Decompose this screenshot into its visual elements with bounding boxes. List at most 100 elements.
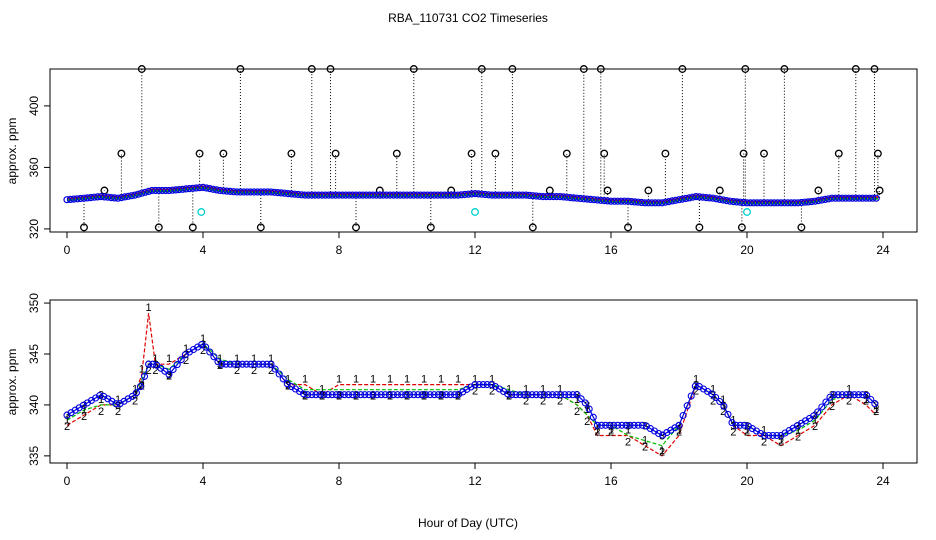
bottom-y-axis-label: approx. ppm — [5, 349, 19, 416]
series-2-marker: 2 — [829, 401, 835, 413]
x-axis-label: Hour of Day (UTC) — [418, 516, 518, 530]
top-plot-frame — [49, 68, 918, 233]
series-3-point — [222, 360, 230, 368]
series-3-point — [300, 390, 308, 398]
series-3-point — [301, 191, 309, 199]
series-3-point — [617, 197, 625, 205]
series-3-point — [750, 199, 758, 207]
series-3-point — [834, 391, 842, 399]
series-3-point — [294, 190, 302, 199]
cyan-point — [197, 208, 206, 216]
series-3-point — [426, 391, 434, 399]
series-1-marker: 1 — [234, 353, 240, 365]
series-3-point — [63, 196, 71, 204]
series-2-marker: 2 — [115, 406, 121, 418]
x-tick-label: 20 — [740, 474, 754, 488]
series-3-point — [422, 391, 430, 399]
series-3-point — [512, 191, 520, 199]
outlier-point — [875, 186, 884, 195]
series-3-point — [400, 191, 408, 199]
series-2-marker: 2 — [166, 370, 172, 382]
series-3-point — [566, 194, 574, 202]
series-3-marker: 3 — [64, 410, 70, 422]
series-3-point — [658, 199, 666, 207]
series-1-marker: 1 — [319, 384, 325, 396]
series-3-marker: 3 — [421, 390, 427, 402]
series-1-marker: 1 — [744, 425, 750, 437]
series-1-marker: 1 — [115, 394, 121, 406]
series-3-point — [70, 195, 78, 203]
series-3-point — [365, 391, 373, 399]
outlier-point — [307, 65, 316, 73]
series-3-point — [138, 189, 146, 197]
series-3-point — [251, 360, 259, 368]
series-3-point — [308, 191, 316, 199]
series-3-marker: 3 — [676, 420, 682, 432]
outlier-point — [477, 65, 486, 73]
series-3-point — [569, 194, 578, 202]
series-3-point — [691, 382, 699, 390]
top-x-axis: 0 4 8 12 16 20 24 — [64, 232, 890, 257]
y-tick-label: 340 — [27, 395, 41, 415]
series-3-marker: 3 — [584, 400, 590, 412]
series-3-point — [515, 191, 523, 199]
series-3-marker: 3 — [625, 420, 631, 432]
series-3-point — [304, 391, 312, 399]
series-1-marker: 1 — [846, 384, 852, 396]
series-3-point — [226, 187, 234, 195]
series-3-point — [468, 190, 476, 198]
series-1-marker: 1 — [659, 445, 665, 457]
series-3-point — [475, 381, 483, 389]
series-3-point — [132, 389, 140, 397]
series-3-marker: 3 — [795, 420, 801, 432]
series-3-point — [773, 431, 781, 440]
series-3-point — [128, 192, 136, 200]
series-3-point — [202, 184, 210, 192]
series-3-point — [335, 191, 343, 199]
series-3-point — [516, 391, 524, 399]
series-3-point — [637, 198, 646, 207]
series-3-point — [430, 191, 438, 199]
outlier-point — [870, 65, 879, 73]
x-tick-label: 16 — [604, 474, 618, 488]
top-y-axis-label: approx. ppm — [5, 118, 19, 185]
series-2-marker: 2 — [489, 386, 495, 398]
series-3-point — [736, 421, 744, 429]
series-3-point — [369, 191, 377, 199]
series-3-point — [753, 199, 761, 207]
series-3-point — [259, 360, 267, 368]
series-3-point — [381, 391, 389, 399]
series-3-point — [573, 391, 581, 399]
series-3-point — [852, 194, 860, 202]
series-3-point — [349, 191, 357, 199]
series-3-point — [223, 187, 231, 195]
series-3-point — [344, 391, 353, 399]
series-3-point — [590, 196, 598, 204]
series-1-marker: 1 — [183, 343, 189, 355]
series-3-point — [631, 198, 639, 206]
series-3-point — [626, 421, 634, 429]
series-2-marker: 2 — [594, 426, 600, 438]
series-3-point — [488, 191, 496, 199]
series-3-point — [403, 191, 411, 199]
series-3-point — [824, 195, 833, 203]
series-3-point — [807, 198, 816, 206]
series-2-marker: 2 — [744, 426, 750, 438]
series-1-marker: 1 — [625, 425, 631, 437]
series-3-point — [267, 188, 275, 196]
outlier-point — [326, 65, 335, 73]
series-3-point — [279, 375, 287, 383]
series-3-point — [679, 411, 687, 420]
series-3-point — [563, 193, 571, 201]
series-3-point — [867, 395, 875, 404]
series-3-point — [763, 199, 772, 207]
series-3-point — [243, 188, 251, 196]
series-2-marker: 2 — [234, 365, 240, 377]
series-3-point — [716, 397, 724, 406]
series-3-point — [546, 193, 554, 201]
series-1-marker: 1 — [574, 394, 580, 406]
series-3-point — [814, 197, 823, 205]
outlier-point — [528, 223, 537, 232]
series-3-point — [423, 191, 431, 199]
